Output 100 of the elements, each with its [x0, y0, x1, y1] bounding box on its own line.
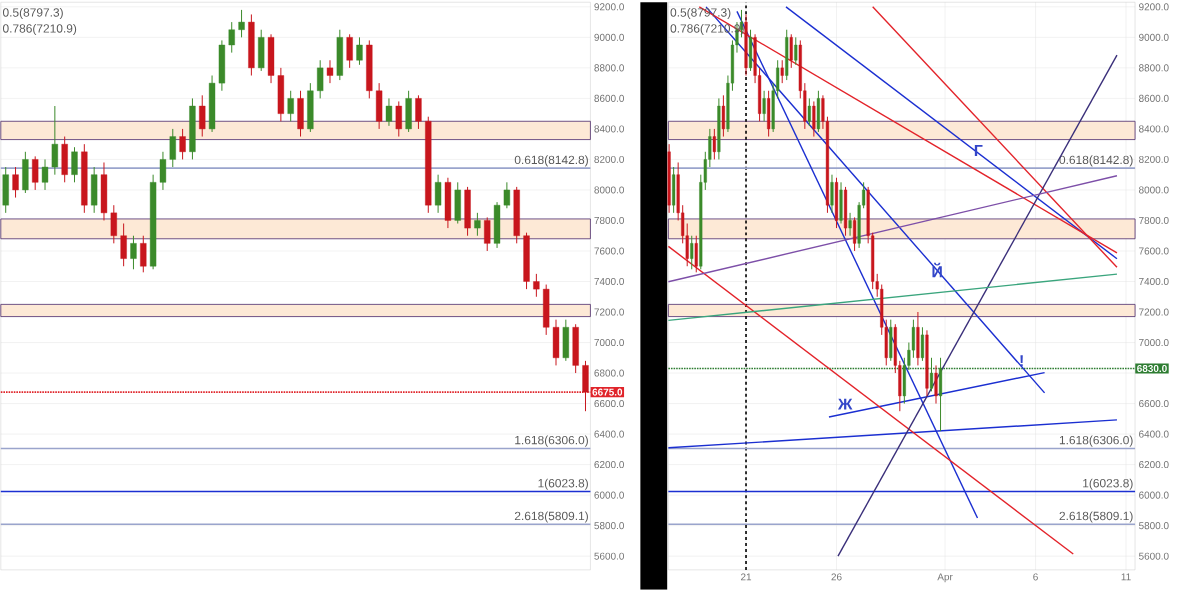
annotation: 6675.0 [592, 388, 623, 396]
annotation: 6830.0 [1137, 365, 1167, 373]
y-tick-label: 5800.0 [594, 522, 624, 530]
ref-line-label: 1.618(6306.0) [1059, 435, 1133, 447]
candlestick [199, 94, 206, 138]
candlestick [12, 166, 19, 199]
y-tick-label: 8200.0 [1139, 155, 1169, 164]
candlestick [780, 59, 784, 84]
y-tick-label: 7400.0 [594, 278, 624, 286]
candlestick [848, 212, 852, 237]
annotation: ! [1020, 355, 1023, 367]
y-tick-label: 8800.0 [1139, 64, 1169, 72]
y-tick-label: 8000.0 [1139, 186, 1169, 194]
candlestick [385, 97, 393, 127]
candlestick [110, 204, 117, 244]
candlestick [812, 101, 816, 138]
x-tick-label: 26 [831, 573, 842, 581]
candlestick [789, 33, 793, 69]
y-tick-label: 6600.0 [1139, 400, 1169, 408]
candlestick [179, 128, 186, 160]
x-tick-label: Apr [937, 573, 953, 583]
y-tick-label: 9000.0 [1139, 33, 1169, 41]
y-tick-label: 7800.0 [594, 217, 624, 225]
y-tick-label: 8600.0 [594, 94, 624, 102]
annotation: Ж [837, 398, 853, 410]
ref-line-label: 2.618(5809.1) [514, 511, 588, 523]
candlestick [140, 235, 147, 273]
x-tick-label: 6 [1033, 573, 1038, 581]
candlestick [238, 9, 245, 38]
candlestick [41, 158, 49, 191]
y-tick-label: 7400.0 [1139, 278, 1169, 286]
y-tick-label: 9200.0 [1139, 3, 1169, 11]
candlestick [130, 235, 137, 270]
candlestick [934, 364, 938, 405]
y-tick-label: 9000.0 [594, 33, 624, 41]
candlestick [694, 235, 698, 273]
candlestick [474, 212, 481, 237]
candlestick [712, 128, 716, 160]
x-tick-label: 11 [1121, 573, 1131, 581]
y-tick-label: 9200.0 [594, 3, 624, 11]
candlestick [287, 90, 294, 122]
y-tick-label: 7200.0 [594, 308, 624, 316]
y-tick-label: 6200.0 [1139, 461, 1169, 469]
ref-line-label: 2.618(5809.1) [1059, 511, 1133, 523]
y-tick-label: 6000.0 [594, 491, 624, 499]
candlestick [434, 174, 442, 214]
y-tick-label: 7200.0 [1139, 308, 1169, 316]
y-tick-label: 6600.0 [594, 400, 624, 408]
candlestick [533, 273, 540, 298]
candlestick [120, 223, 127, 267]
y-tick-label: 6000.0 [1139, 491, 1169, 499]
candlestick [762, 90, 766, 122]
ref-line-label: 1(6023.8) [1083, 478, 1133, 490]
ref-line-label: 1.618(6306.0) [515, 435, 588, 447]
candlestick [159, 151, 167, 191]
candlestick [71, 146, 78, 183]
candlestick [929, 357, 934, 392]
candlestick [853, 216, 857, 252]
candlestick [51, 105, 58, 176]
candlestick [356, 36, 363, 66]
y-tick-label: 6200.0 [594, 461, 624, 469]
candlestick [721, 94, 725, 138]
candlestick [346, 33, 353, 69]
y-tick-label: 8400.0 [1139, 125, 1169, 133]
y-tick-label: 8600.0 [1139, 94, 1169, 102]
x-tick-label: 21 [740, 573, 752, 581]
y-tick-label: 8800.0 [594, 64, 624, 72]
candlestick [415, 94, 422, 130]
annotation: 0.786(7210.9) [2, 24, 77, 36]
y-tick-label: 7000.0 [1139, 339, 1169, 347]
candlestick [32, 155, 39, 191]
y-tick-label: 8000.0 [594, 186, 624, 194]
y-tick-label: 7600.0 [594, 247, 624, 255]
ref-line-label: 0.618(8142.8) [1059, 155, 1133, 167]
y-tick-label: 7800.0 [1139, 217, 1169, 225]
y-tick-label: 5600.0 [594, 552, 624, 560]
ref-line-label: 1(6023.8) [538, 478, 588, 490]
candlestick [484, 216, 491, 252]
candlestick [807, 97, 811, 127]
y-tick-label: 5600.0 [1138, 552, 1169, 560]
candlestick [228, 21, 235, 54]
y-tick-label: 6400.0 [1139, 430, 1169, 438]
y-tick-label: 8400.0 [594, 125, 624, 133]
y-tick-label: 6400.0 [594, 430, 624, 438]
candlestick [920, 326, 924, 362]
candlestick [169, 128, 176, 168]
y-tick-label: 6800.0 [594, 369, 624, 377]
candlestick [317, 59, 324, 99]
candlestick [794, 36, 798, 66]
y-tick-label: 8200.0 [594, 155, 624, 164]
candlestick [395, 101, 402, 138]
candlestick [326, 59, 334, 84]
y-tick-label: 5800.0 [1138, 522, 1169, 530]
candlestick [503, 181, 511, 209]
candlestick [690, 235, 694, 270]
y-tick-label: 7600.0 [1139, 247, 1169, 255]
candlestick [830, 174, 834, 214]
ref-line-label: 0.618(8142.8) [514, 155, 588, 167]
annotation: 0.5(8797.3) [2, 8, 63, 20]
y-tick-label: 7000.0 [594, 339, 624, 347]
